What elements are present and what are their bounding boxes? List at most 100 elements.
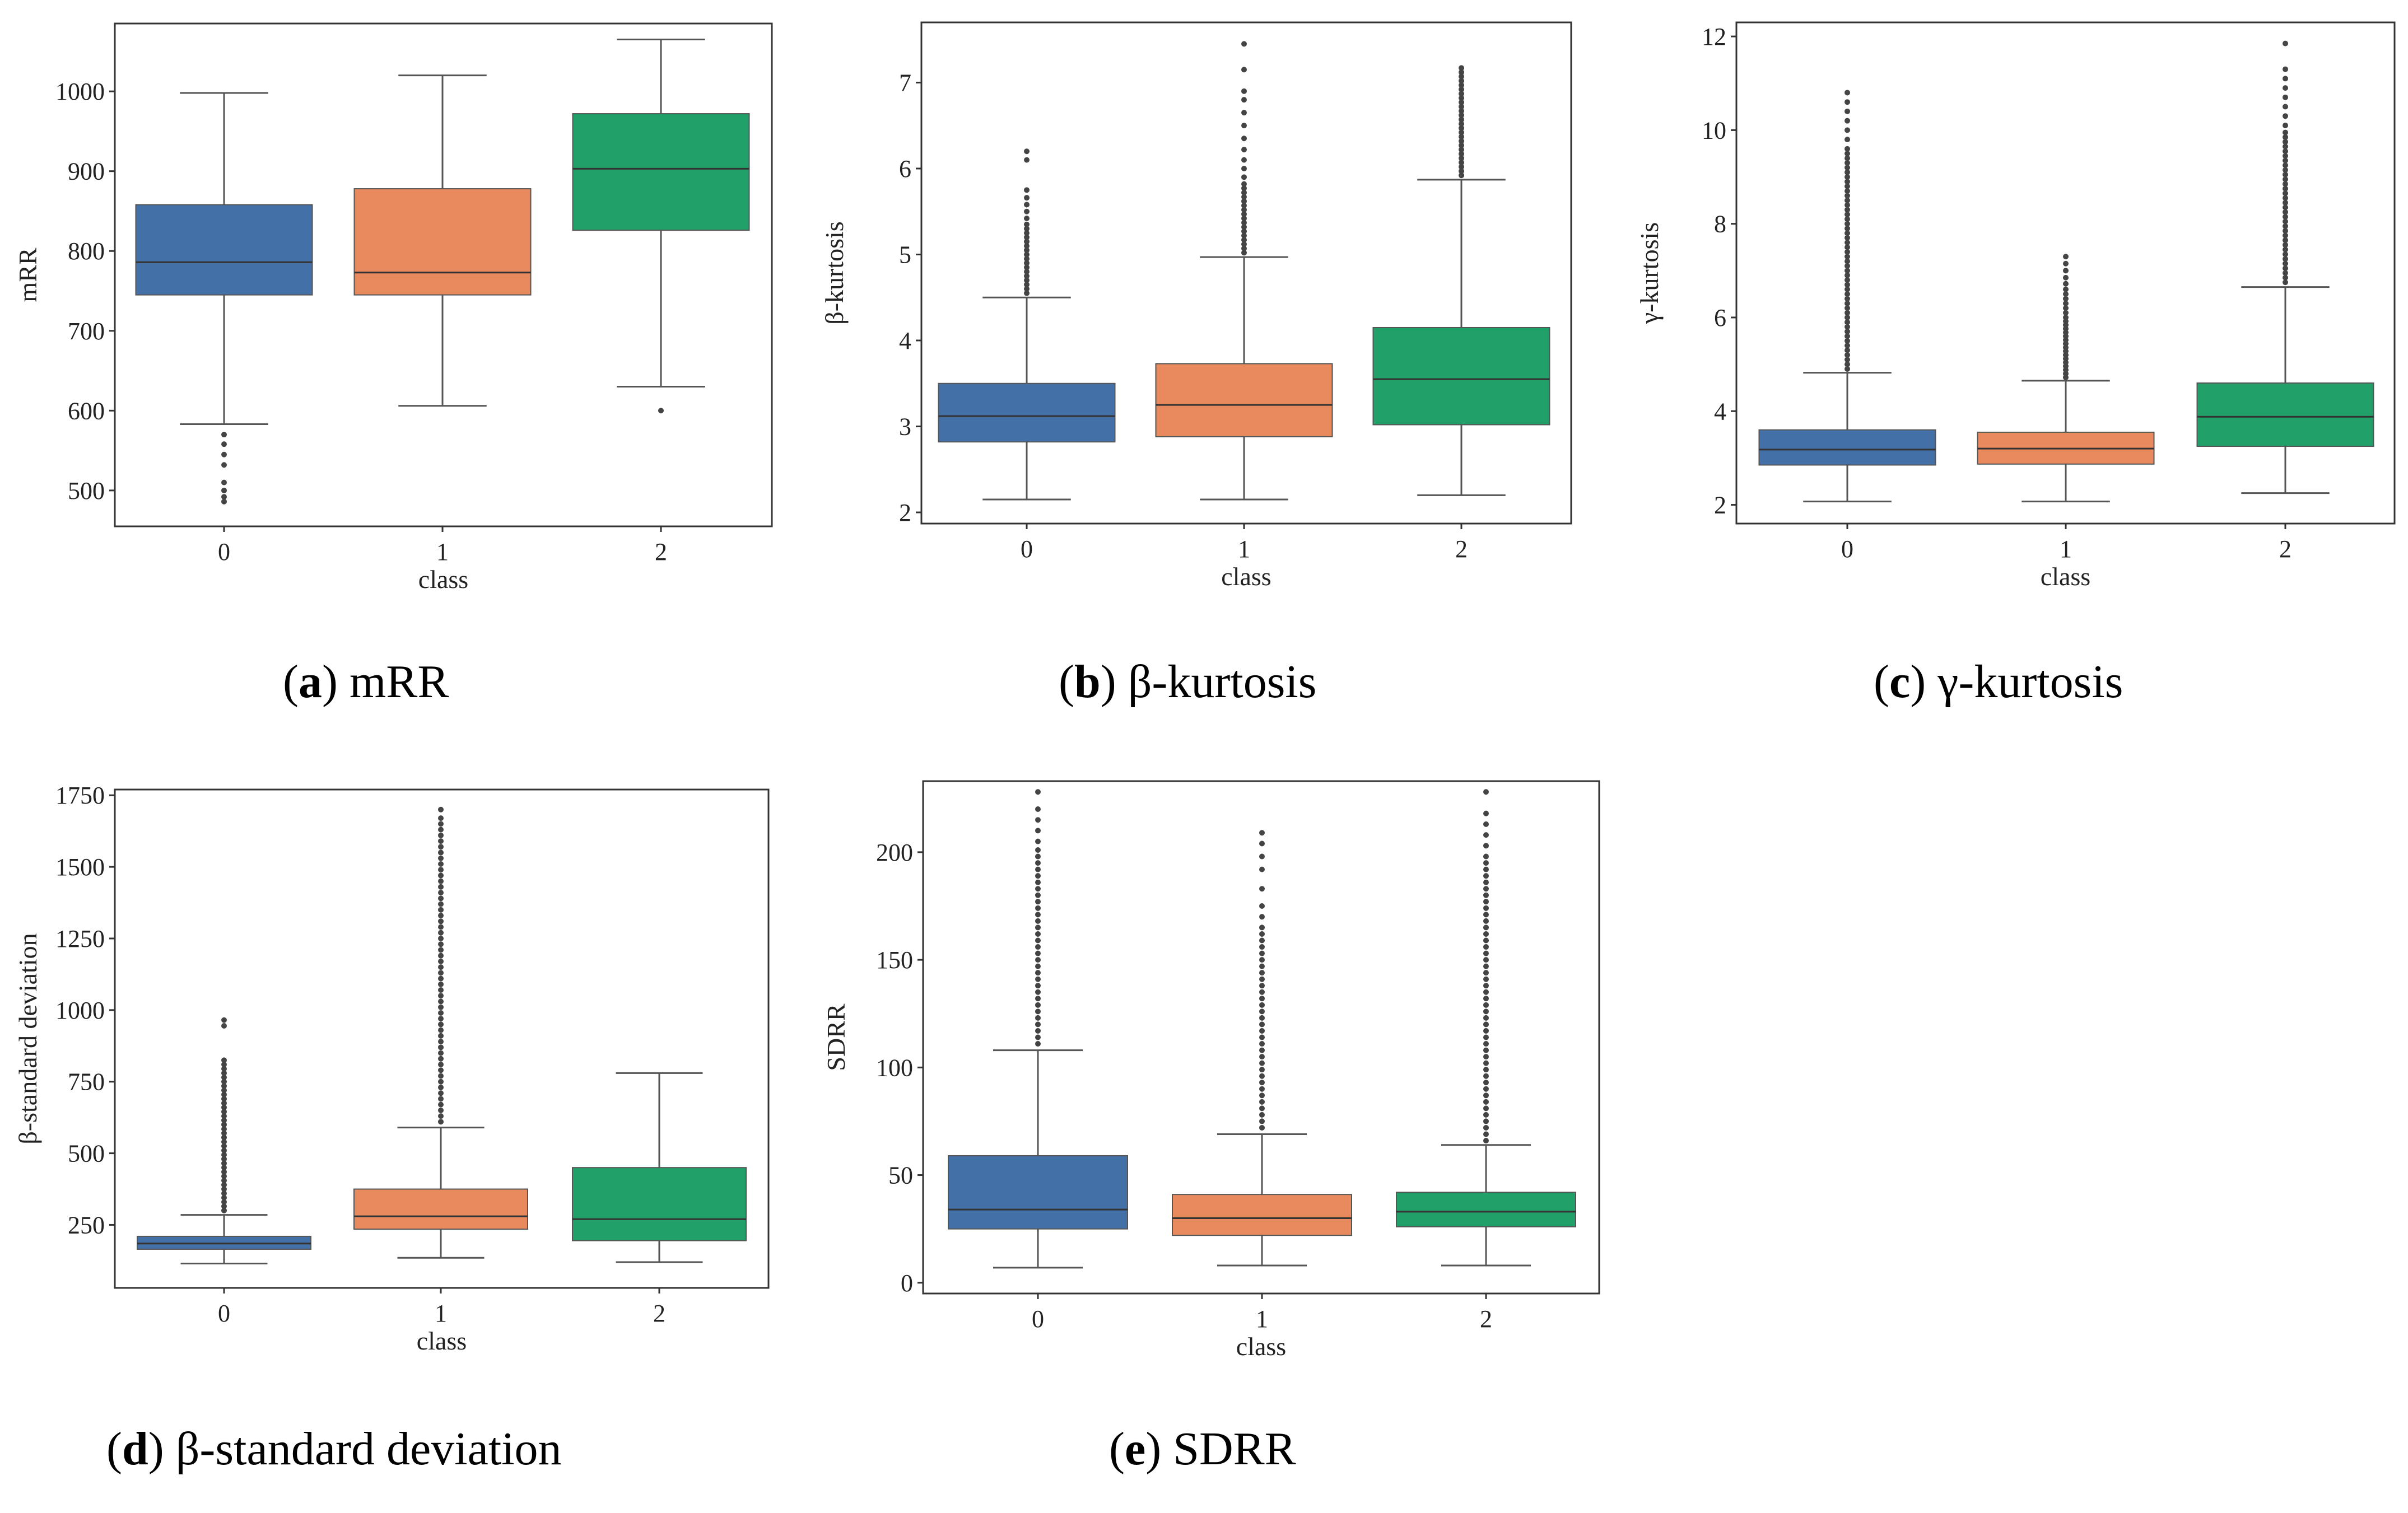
- outlier-point: [1845, 151, 1850, 157]
- outlier-point: [2283, 256, 2288, 262]
- outlier-point: [1459, 112, 1464, 118]
- outlier-point: [438, 849, 444, 856]
- outlier-point: [1241, 157, 1247, 163]
- outlier-point: [1259, 1073, 1265, 1079]
- outlier-point: [1845, 183, 1850, 189]
- panel-letter: b: [1074, 656, 1101, 708]
- outlier-point: [1024, 264, 1030, 270]
- outlier-point: [1845, 202, 1850, 208]
- outlier-point: [1035, 976, 1041, 982]
- outlier-point: [1483, 1008, 1489, 1015]
- outlier-point: [2283, 181, 2288, 187]
- y-tick-label: 1750: [55, 782, 105, 809]
- panel-title: mRR: [338, 656, 449, 708]
- outlier-point: [1483, 892, 1489, 898]
- outlier-point: [1241, 241, 1247, 248]
- outlier-point: [221, 1143, 227, 1149]
- outlier-point: [2063, 274, 2069, 281]
- outlier-point: [1483, 1099, 1489, 1105]
- outlier-point: [2283, 232, 2288, 239]
- iqr-box: [938, 382, 1116, 443]
- outlier-point: [1483, 1124, 1489, 1131]
- outlier-point: [1024, 282, 1030, 288]
- outlier-point: [1483, 1060, 1489, 1066]
- outlier-point: [1024, 260, 1030, 266]
- outlier-point: [1035, 944, 1041, 950]
- outlier-point: [1483, 1002, 1489, 1008]
- outlier-point: [438, 821, 444, 827]
- outlier-point: [1241, 232, 1247, 239]
- outlier-point: [1241, 245, 1247, 251]
- outlier-point: [1459, 82, 1464, 88]
- outlier-point: [1024, 226, 1030, 232]
- outlier-point: [1241, 110, 1247, 116]
- outlier-point: [1035, 918, 1041, 924]
- outlier-point: [1483, 853, 1489, 860]
- box-class-1: [1172, 830, 1352, 1267]
- outlier-point: [2283, 148, 2288, 155]
- outlier-point: [1845, 193, 1850, 199]
- outlier-point: [1459, 104, 1464, 110]
- outlier-point: [1459, 69, 1464, 76]
- outlier-point: [1483, 924, 1489, 931]
- outlier-point: [1459, 151, 1464, 157]
- outlier-point: [2283, 200, 2288, 206]
- outlier-point: [1845, 188, 1850, 194]
- outlier-point: [2283, 270, 2288, 276]
- outlier-point: [438, 1113, 444, 1119]
- outlier-point: [2283, 40, 2288, 46]
- outlier-point: [1483, 1041, 1489, 1047]
- y-tick-label: 500: [68, 1140, 105, 1168]
- outlier-point: [1024, 273, 1030, 279]
- outlier-point: [1241, 202, 1247, 208]
- outlier-point: [2283, 185, 2288, 192]
- outlier-point: [1035, 1028, 1041, 1034]
- outlier-point: [2283, 209, 2288, 215]
- outlier-point: [221, 1182, 227, 1188]
- outlier-point: [438, 806, 444, 812]
- outlier-point: [1241, 174, 1247, 180]
- box-class-2: [1372, 65, 1550, 496]
- x-axis-label: class: [2041, 562, 2090, 591]
- outlier-point: [438, 981, 444, 987]
- outlier-point: [438, 1044, 444, 1050]
- outlier-point: [1845, 146, 1850, 152]
- iqr-box: [948, 1155, 1128, 1230]
- outlier-point: [2063, 310, 2069, 316]
- outlier-point: [438, 987, 444, 993]
- outlier-point: [2063, 260, 2069, 267]
- outlier-point: [1459, 121, 1464, 127]
- outlier-point: [1259, 983, 1265, 989]
- outlier-point: [1483, 1028, 1489, 1034]
- y-tick-label: 500: [68, 477, 105, 505]
- outlier-point: [1241, 216, 1247, 222]
- outlier-point: [1259, 1080, 1265, 1086]
- outlier-point: [1845, 160, 1850, 166]
- outlier-point: [2283, 190, 2288, 197]
- outlier-point: [438, 1039, 444, 1045]
- outlier-point: [1845, 226, 1850, 232]
- outlier-point: [221, 1165, 227, 1171]
- x-axis-label: class: [1221, 562, 1271, 591]
- outlier-point: [1259, 1034, 1265, 1040]
- outlier-point: [221, 1066, 227, 1072]
- outlier-point: [1024, 239, 1030, 245]
- box-class-0: [135, 92, 313, 505]
- outlier-point: [438, 924, 444, 930]
- y-tick-label: 12: [1702, 23, 1726, 50]
- outlier-point: [1035, 970, 1041, 976]
- outlier-point: [438, 913, 444, 919]
- panel-title: β-standard deviation: [164, 1423, 562, 1475]
- outlier-point: [438, 952, 444, 959]
- outlier-point: [1845, 357, 1850, 363]
- outlier-point: [1259, 970, 1265, 976]
- iqr-box: [1155, 363, 1333, 437]
- outlier-point: [1483, 1047, 1489, 1053]
- outlier-point: [1035, 860, 1041, 866]
- outlier-point: [2283, 162, 2288, 169]
- outlier-point: [2283, 94, 2288, 100]
- outlier-point: [438, 970, 444, 976]
- outlier-point: [1024, 157, 1030, 163]
- outlier-point: [1259, 914, 1265, 920]
